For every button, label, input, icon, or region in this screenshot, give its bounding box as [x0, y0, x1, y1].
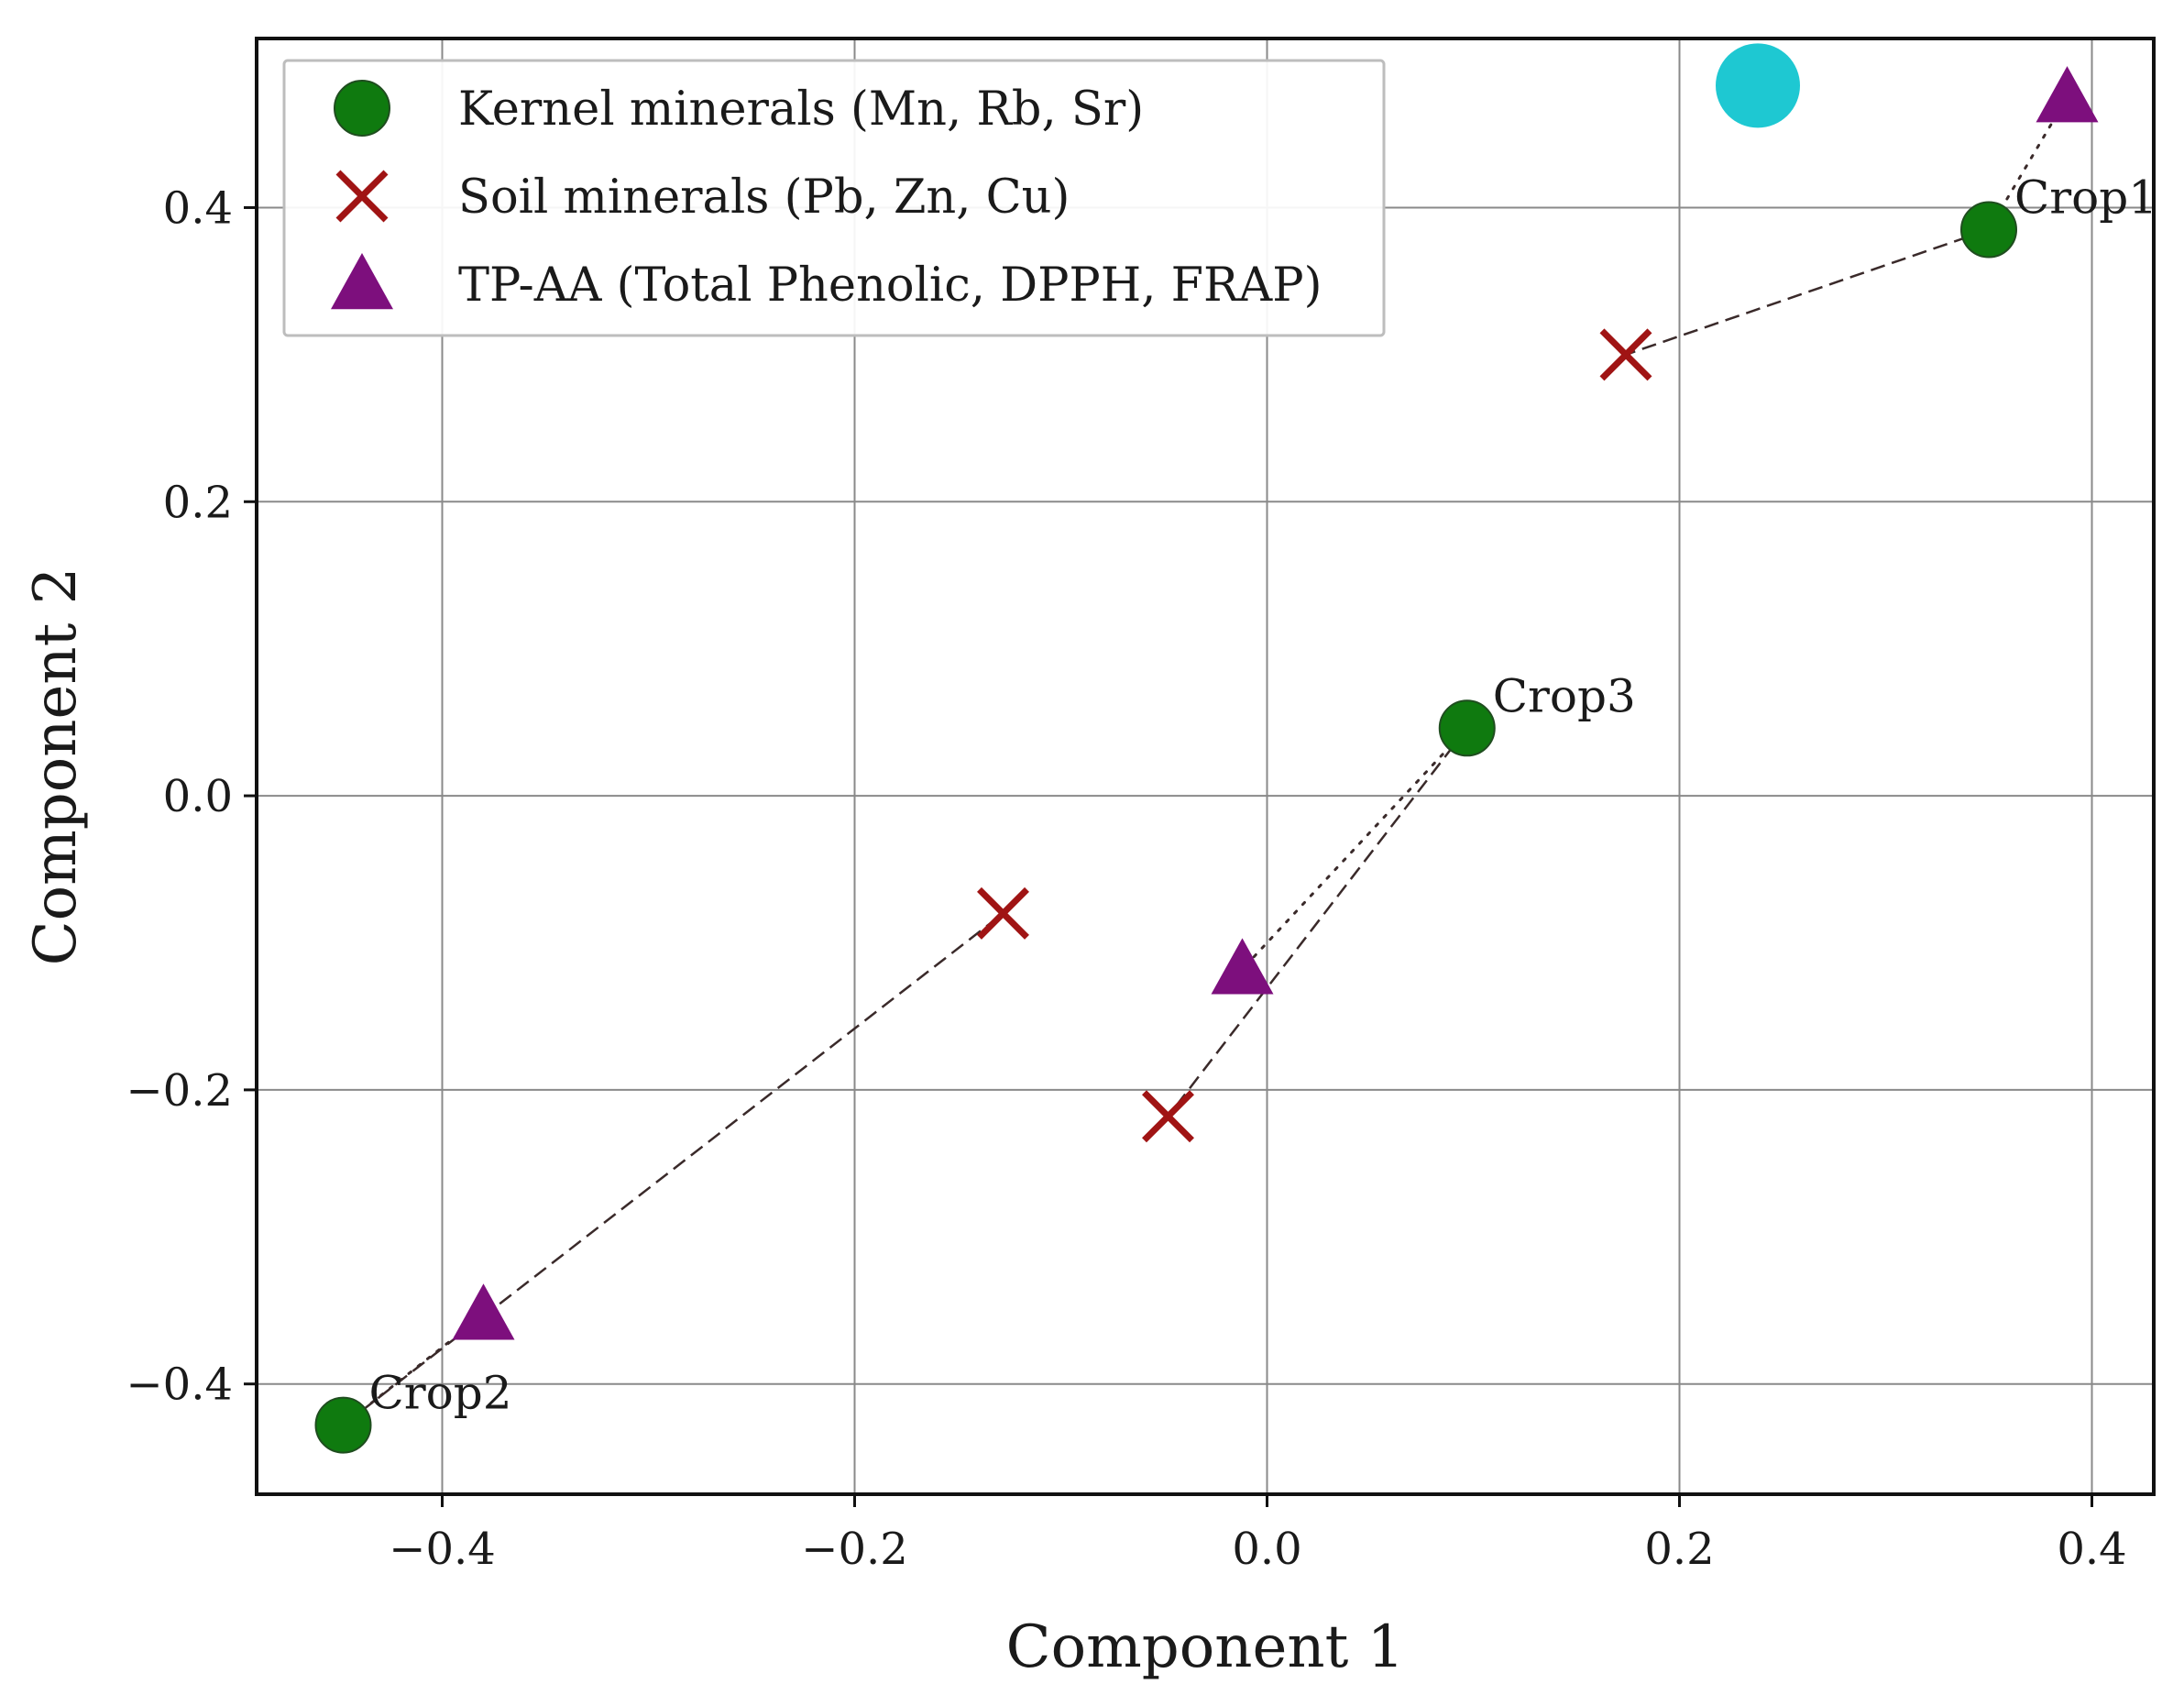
- y-tick-label: 0.2: [163, 477, 233, 528]
- x-tick-label: −0.4: [389, 1524, 496, 1575]
- y-tick-label: −0.4: [126, 1359, 233, 1411]
- y-tick-label: 0.4: [163, 182, 233, 234]
- x-axis-ticks: −0.4 −0.2 0.0 0.2 0.4: [389, 1494, 2127, 1575]
- y-axis-title: Component 2: [22, 567, 90, 966]
- legend-marker-circle: [334, 80, 390, 137]
- legend-label: TP-AA (Total Phenolic, DPPH, FRAP): [458, 259, 1322, 313]
- legend: Kernel minerals (Mn, Rb, Sr) Soil mineral…: [282, 59, 1386, 337]
- point-x-crop1: [1599, 328, 1652, 381]
- point-circle-crop3: [1438, 699, 1496, 757]
- legend-marker-triangle: [331, 253, 393, 310]
- plot-frame: [255, 37, 2156, 1496]
- crop-label-crop3: Crop3: [1493, 669, 1636, 722]
- y-tick-label: −0.2: [126, 1065, 233, 1117]
- x-tick-label: 0.2: [1644, 1524, 1714, 1575]
- point-triangle-crop3: [1211, 938, 1274, 995]
- legend-marker-x-stroke-b: [335, 170, 389, 223]
- x-axis-title: Component 1: [1006, 1613, 1405, 1681]
- legend-label: Soil minerals (Pb, Zn, Cu): [458, 171, 1070, 225]
- x-tick-label: 0.4: [2057, 1524, 2126, 1575]
- crop-label-crop2: Crop2: [369, 1367, 512, 1420]
- data-points: [314, 43, 2099, 1454]
- crop-label-crop1: Crop1: [2014, 171, 2157, 225]
- legend-marker-x: [335, 170, 389, 223]
- point-circle-crop1: [1960, 201, 2017, 259]
- point-labels: Crop1 Crop2 Crop3: [369, 171, 2158, 1420]
- y-axis-ticks: −0.4 −0.2 0.0 0.2 0.4: [126, 182, 257, 1411]
- point-triangle-crop2: [452, 1283, 515, 1340]
- point-x-crop3: [1142, 1090, 1194, 1143]
- connection-dashed-crop2: [342, 912, 1004, 1426]
- point-circle-crop2: [314, 1396, 372, 1454]
- point-x-crop3-stroke-b: [1142, 1090, 1194, 1143]
- point-triangle-crop1: [2036, 66, 2099, 123]
- y-tick-label: 0.0: [163, 771, 233, 822]
- connection-dotted-crop3: [1241, 726, 1469, 971]
- point-x-crop1-stroke-b: [1599, 328, 1652, 381]
- legend-box: [282, 59, 1386, 337]
- point-x-crop2: [977, 886, 1029, 940]
- legend-label: Kernel minerals (Mn, Rb, Sr): [458, 83, 1144, 137]
- connection-dashed-crop1: [1625, 228, 1990, 357]
- connection-dashed-crop3: [1167, 727, 1468, 1117]
- x-tick-label: 0.0: [1232, 1524, 1301, 1575]
- extra-marker-0: [1716, 43, 1800, 128]
- point-x-crop2-stroke-b: [977, 886, 1029, 940]
- x-tick-label: −0.2: [801, 1524, 908, 1575]
